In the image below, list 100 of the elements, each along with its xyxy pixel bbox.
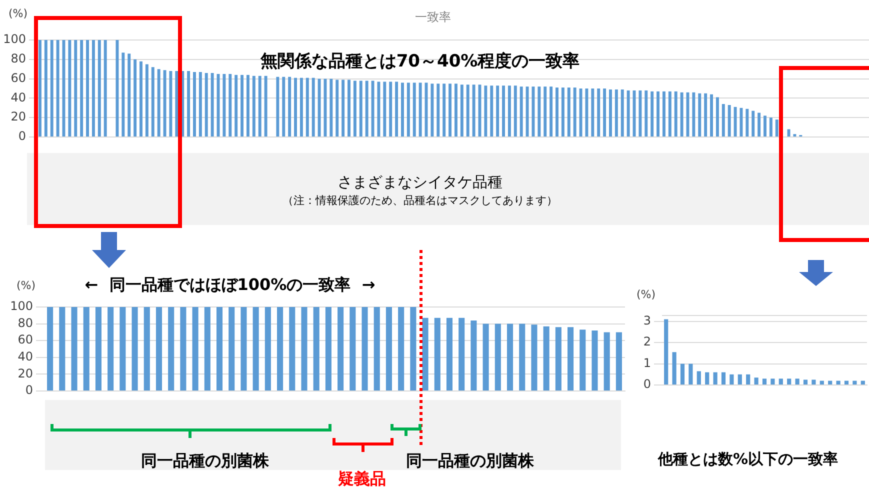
text: 同一品種の別菌株 — [141, 451, 270, 470]
bar — [592, 330, 598, 390]
bar — [609, 89, 612, 136]
bar — [728, 104, 731, 136]
bar — [348, 80, 350, 136]
bar — [820, 380, 824, 384]
bar — [860, 380, 865, 384]
bar — [812, 380, 816, 384]
bar — [746, 374, 750, 384]
bar — [86, 40, 89, 136]
bar — [422, 318, 428, 390]
bar — [579, 88, 582, 136]
bar — [614, 89, 618, 136]
bar — [550, 86, 553, 136]
bar — [466, 84, 470, 136]
bar — [276, 76, 280, 136]
bar — [472, 84, 476, 136]
bar — [567, 88, 570, 136]
bar — [738, 374, 742, 384]
bar — [318, 78, 321, 136]
bar — [120, 307, 126, 390]
bar — [442, 84, 446, 136]
bar — [128, 54, 131, 136]
bar — [448, 84, 452, 136]
bar — [264, 76, 268, 136]
y-tick-label: 80 — [18, 316, 33, 330]
bar — [336, 80, 339, 136]
bar — [656, 91, 660, 136]
bar — [795, 378, 800, 384]
bar — [234, 74, 238, 136]
bar — [324, 78, 327, 136]
bar — [140, 61, 142, 136]
y-tick-label: 1 — [643, 356, 651, 370]
y-tick-label: 40 — [18, 350, 33, 364]
bar — [289, 307, 296, 390]
bar — [98, 40, 101, 136]
bar — [386, 307, 392, 390]
bar — [122, 52, 125, 136]
text: （注：情報保護のため、品種名はマスクしてあります） — [282, 194, 558, 207]
bar — [163, 70, 166, 136]
bar — [803, 380, 808, 384]
bar — [734, 106, 737, 136]
bar — [95, 307, 102, 390]
bar — [228, 307, 235, 390]
annotation: 無関係な品種とは70～40%程度の一致率 — [259, 51, 580, 72]
bar — [68, 40, 72, 136]
bar — [198, 72, 202, 136]
bar — [383, 82, 386, 136]
bar — [50, 40, 54, 136]
bar — [746, 108, 749, 136]
bar — [704, 93, 708, 136]
bar — [83, 307, 90, 390]
bar — [531, 324, 538, 390]
bar — [306, 78, 309, 136]
bar — [342, 80, 345, 136]
bar — [406, 82, 410, 136]
bar — [228, 74, 232, 136]
bar — [157, 69, 160, 136]
bar — [722, 104, 725, 136]
y-axis-title: (%) — [16, 278, 36, 292]
bar — [778, 378, 783, 384]
bar — [374, 307, 380, 390]
bar — [116, 40, 119, 136]
bar — [502, 86, 505, 136]
bar — [108, 307, 114, 390]
bar — [506, 324, 514, 390]
bar — [787, 378, 792, 384]
bar — [418, 82, 422, 136]
bar — [520, 86, 523, 136]
bar — [59, 307, 66, 390]
bar — [145, 64, 148, 136]
y-tick-label: 0 — [18, 129, 26, 144]
bar — [169, 71, 172, 136]
bar — [698, 93, 702, 136]
bar — [180, 307, 186, 390]
bar — [47, 307, 54, 390]
bar — [585, 88, 588, 136]
bar — [844, 380, 849, 384]
bar — [193, 72, 196, 136]
bar — [688, 364, 693, 384]
bar — [288, 76, 292, 136]
bar — [721, 372, 726, 384]
bar — [338, 307, 344, 390]
y-tick-label: 60 — [18, 332, 33, 347]
bar — [294, 78, 297, 136]
bar — [362, 307, 368, 390]
bar — [644, 90, 648, 136]
bar — [434, 318, 440, 390]
bar — [210, 72, 214, 136]
bar — [252, 307, 259, 390]
bar — [674, 91, 678, 136]
bar — [410, 307, 416, 390]
bar — [762, 378, 767, 384]
bar — [544, 86, 547, 136]
bar — [730, 374, 734, 384]
bar — [371, 80, 374, 136]
bar — [436, 84, 440, 136]
bar — [680, 92, 684, 136]
text: さまざまなシイタケ品種 — [338, 172, 502, 191]
text: 疑義品 — [337, 469, 386, 488]
